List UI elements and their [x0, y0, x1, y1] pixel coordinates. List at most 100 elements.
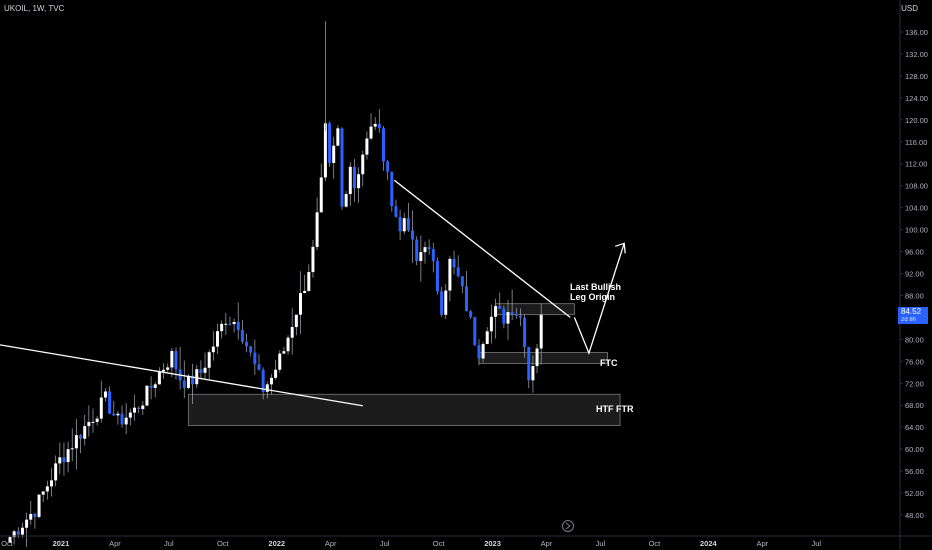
candle-body[interactable] [494, 306, 498, 317]
candle-body[interactable] [54, 463, 58, 481]
candle-body[interactable] [328, 123, 332, 163]
candle-body[interactable] [174, 351, 178, 370]
replay-icon[interactable] [562, 520, 574, 532]
candle-body[interactable] [411, 230, 415, 240]
candle-body[interactable] [419, 252, 423, 261]
zone-box[interactable] [188, 393, 621, 426]
candle-body[interactable] [406, 218, 410, 231]
candle-body[interactable] [253, 352, 257, 365]
candle-body[interactable] [382, 128, 385, 162]
candle-body[interactable] [137, 407, 141, 410]
candle-body[interactable] [8, 537, 12, 543]
candle-body[interactable] [311, 246, 315, 273]
candle-body[interactable] [340, 128, 344, 207]
candle-body[interactable] [261, 369, 265, 392]
candle-body[interactable] [91, 421, 95, 423]
candle-body[interactable] [332, 145, 336, 163]
candle-body[interactable] [514, 314, 518, 316]
trendline[interactable] [0, 344, 363, 407]
candle-body[interactable] [33, 513, 37, 517]
candle-body[interactable] [460, 276, 464, 287]
candle-body[interactable] [319, 177, 323, 213]
candle-body[interactable] [290, 327, 294, 338]
symbol-title[interactable]: UKOIL, 1W, TVC [4, 4, 65, 13]
candle-body[interactable] [245, 341, 249, 347]
candle-body[interactable] [485, 331, 489, 344]
candle-body[interactable] [440, 291, 444, 315]
candle-body[interactable] [502, 308, 506, 324]
candle-body[interactable] [336, 128, 340, 146]
candle-body[interactable] [357, 174, 361, 189]
candle-body[interactable] [87, 421, 91, 427]
candle-body[interactable] [456, 267, 460, 277]
candle-body[interactable] [282, 351, 286, 354]
candle-body[interactable] [12, 531, 16, 538]
time-axis[interactable]: Oct 2021 Apr Jul Oct 2022 Apr Jul Oct 2023 Apr Jul O… [1, 539, 821, 548]
candle-body[interactable] [523, 317, 527, 348]
candle-body[interactable] [232, 321, 236, 325]
candle-body[interactable] [195, 369, 199, 385]
candle-body[interactable] [465, 286, 468, 312]
candle-body[interactable] [361, 154, 365, 175]
candle-body[interactable] [352, 166, 356, 189]
candle-body[interactable] [423, 247, 427, 253]
zone-box[interactable] [478, 352, 609, 364]
candle-body[interactable] [527, 347, 531, 381]
candle-body[interactable] [489, 316, 493, 332]
candle-body[interactable] [390, 171, 394, 207]
candle-body[interactable] [16, 531, 20, 535]
candle-body[interactable] [269, 377, 273, 385]
candle-body[interactable] [431, 249, 435, 262]
candle-body[interactable] [377, 123, 381, 129]
candle-body[interactable] [294, 314, 298, 328]
candle-body[interactable] [166, 367, 170, 370]
candle-body[interactable] [70, 448, 74, 450]
price-axis[interactable]: 48.00 52.00 56.00 60.00 64.00 68.00 72.00 76.00… [900, 28, 928, 520]
candle-body[interactable] [41, 491, 45, 495]
candle-body[interactable] [99, 397, 103, 419]
candle-body[interactable] [473, 317, 477, 346]
candle-body[interactable] [539, 314, 543, 349]
candle-body[interactable] [303, 290, 307, 294]
candle-body[interactable] [133, 407, 136, 413]
candle-body[interactable] [394, 206, 398, 217]
candle-body[interactable] [199, 369, 203, 373]
candle-body[interactable] [481, 343, 485, 359]
candle-body[interactable] [191, 375, 195, 385]
candle-body[interactable] [157, 371, 161, 385]
candle-body[interactable] [469, 311, 473, 318]
projection-path[interactable] [573, 243, 625, 355]
candle-body[interactable] [315, 212, 319, 247]
candle-body[interactable] [435, 261, 439, 292]
candle-body[interactable] [444, 290, 448, 315]
candle-body[interactable] [402, 218, 406, 232]
candle-body[interactable] [83, 426, 87, 439]
candle-body[interactable] [274, 369, 278, 378]
candle-body[interactable] [220, 323, 224, 332]
candle-body[interactable] [369, 126, 373, 139]
candle-body[interactable] [348, 166, 352, 195]
candle-body[interactable] [386, 161, 390, 172]
candle-body[interactable] [415, 239, 419, 261]
candle-body[interactable] [74, 435, 78, 449]
candle-body[interactable] [265, 384, 269, 392]
candle-body[interactable] [365, 138, 369, 155]
candle-body[interactable] [498, 306, 502, 309]
candle-body[interactable] [510, 312, 514, 315]
candle-body[interactable] [211, 346, 215, 353]
candle-body[interactable] [224, 323, 228, 325]
candle-body[interactable] [170, 351, 174, 368]
candle-body[interactable] [124, 417, 128, 425]
candle-body[interactable] [477, 345, 481, 359]
candle-body[interactable] [186, 375, 190, 388]
candle-body[interactable] [286, 337, 290, 352]
candle-body[interactable] [50, 480, 53, 487]
candle-body[interactable] [20, 527, 24, 535]
candle-body[interactable] [228, 323, 232, 325]
candle-body[interactable] [236, 321, 240, 331]
candle-body[interactable] [66, 449, 70, 463]
candle-body[interactable] [323, 123, 327, 178]
candle-body[interactable] [149, 385, 153, 388]
candle-body[interactable] [216, 331, 219, 347]
candle-body[interactable] [128, 412, 132, 418]
